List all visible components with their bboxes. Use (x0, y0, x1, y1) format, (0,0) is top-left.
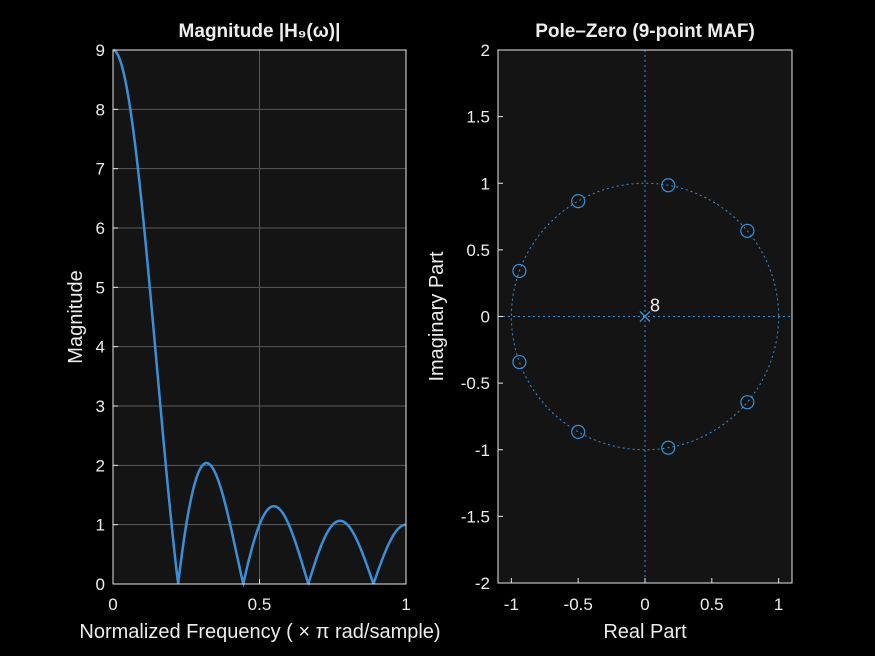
magnitude-y-tick-label-5: 5 (96, 278, 105, 297)
zero-marker-1 (661, 178, 676, 193)
magnitude-y-tick-label-0: 0 (96, 575, 105, 594)
zero-marker-2 (571, 194, 586, 209)
magnitude-y-tick-label-3: 3 (96, 397, 105, 416)
magnitude-y-tick-label-1: 1 (96, 516, 105, 535)
zero-marker-5 (571, 424, 586, 439)
zero-marker-4 (512, 354, 527, 370)
zero-marker-0 (740, 223, 755, 238)
pole-zero-x-tick-label-2: 0 (640, 595, 649, 614)
magnitude-x-tick-label-1: 0.5 (248, 595, 272, 614)
pole-zero-y-tick-label-0: -2 (475, 574, 490, 593)
pole-zero-axes-frame (497, 49, 793, 584)
pole-zero-x-tick-label-1: -0.5 (564, 595, 593, 614)
magnitude-y-tick-label-2: 2 (96, 456, 105, 475)
pole-zero-plot: -1 -0.5 0 0.5 1 -2 -1.5 -1 -0.5 0 0.5 1 1.5 2 8 Pole–… (426, 21, 793, 643)
pole-zero-y-tick-label-7: 1.5 (466, 108, 490, 127)
pole-zero-ticks: -1 -0.5 0 0.5 1 -2 -1.5 -1 -0.5 0 0.5 1 1.5 2 (461, 41, 784, 614)
magnitude-plot: 0 0.5 1 0 1 2 3 4 5 6 7 8 9 Magnitude |H₉(ω)| Normal… (65, 21, 441, 643)
magnitude-response-line (112, 48, 407, 588)
pole-zero-y-tick-label-1: -1.5 (461, 507, 490, 526)
magnitude-x-tick-label-0: 0 (108, 595, 117, 614)
pole-zero-y-tick-label-6: 1 (481, 174, 490, 193)
magnitude-y-tick-label-8: 8 (96, 100, 105, 119)
zero-marker-6 (661, 440, 676, 455)
magnitude-y-tick-label-4: 4 (96, 338, 105, 357)
zero-marker-7 (740, 395, 755, 410)
pole-zero-x-tick-label-3: 0.5 (700, 595, 724, 614)
magnitude-y-tick-label-9: 9 (96, 41, 105, 60)
pole-zero-x-tick-label-4: 1 (774, 595, 783, 614)
pole-zero-y-tick-label-3: -0.5 (461, 374, 490, 393)
pole-zero-y-axis-label: Imaginary Part (426, 251, 448, 381)
magnitude-y-tick-label-7: 7 (96, 160, 105, 179)
pole-zero-y-tick-label-4: 0 (481, 308, 490, 327)
magnitude-ticks: 0 0.5 1 0 1 2 3 4 5 6 7 8 9 (96, 41, 411, 614)
pole-zero-y-tick-label-8: 2 (481, 41, 490, 60)
poles-group (639, 311, 651, 322)
pole-zero-y-tick-label-2: -1 (475, 441, 490, 460)
pole-zero-x-tick-label-0: -1 (504, 595, 519, 614)
magnitude-x-tick-label-2: 1 (401, 595, 410, 614)
magnitude-x-axis-label: Normalized Frequency ( × π rad/sample) (79, 621, 440, 643)
magnitude-y-axis-label: Magnitude (65, 270, 87, 363)
zero-marker-3 (512, 263, 527, 279)
pole-zero-x-axis-label: Real Part (603, 621, 687, 643)
magnitude-y-tick-label-6: 6 (96, 219, 105, 238)
pole-multiplicity-label: 8 (650, 296, 660, 316)
pole-marker-0 (639, 311, 651, 322)
magnitude-axes-frame (112, 49, 407, 585)
magnitude-title: Magnitude |H₉(ω)| (179, 21, 341, 42)
pole-zero-y-tick-label-5: 0.5 (466, 241, 490, 260)
zeros-group (512, 178, 755, 455)
pole-zero-title: Pole–Zero (9-point MAF) (535, 21, 755, 42)
